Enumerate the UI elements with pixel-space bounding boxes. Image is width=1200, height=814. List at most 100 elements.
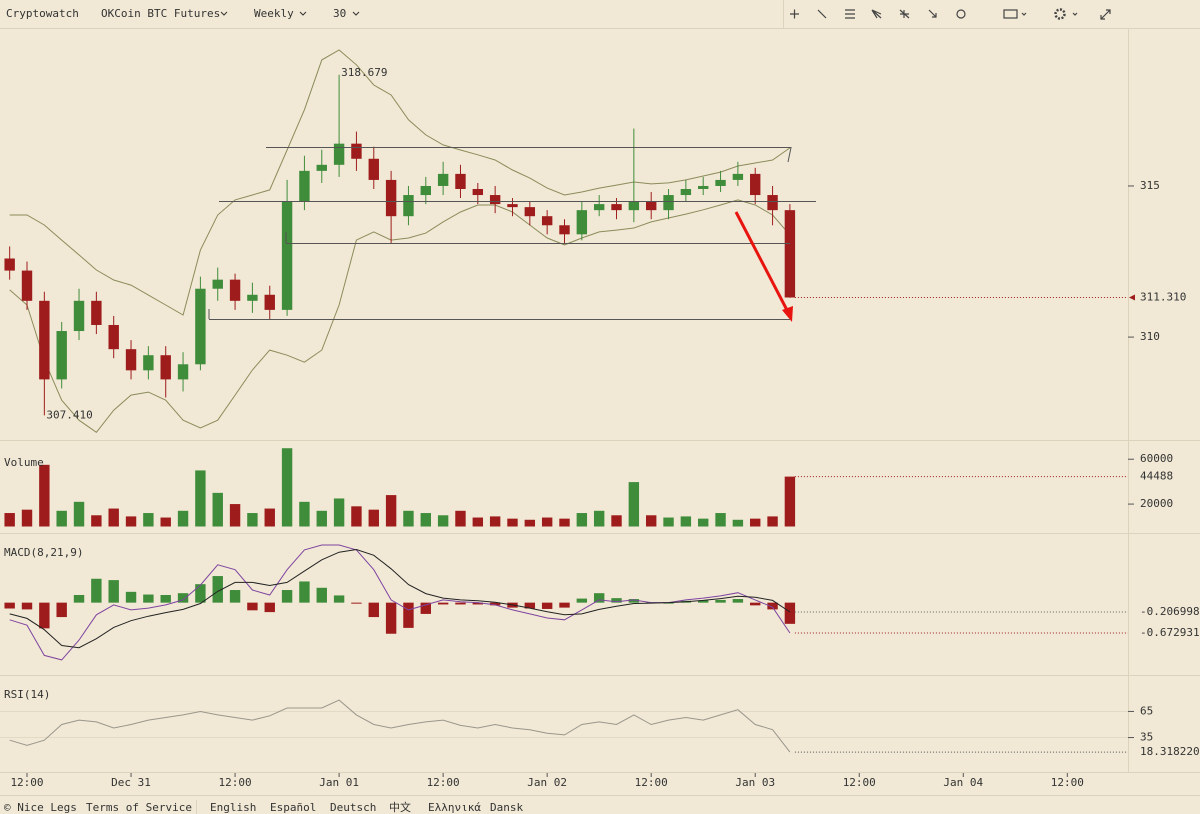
volume-bar bbox=[195, 470, 206, 527]
macd-histogram-bar bbox=[559, 602, 570, 608]
chevron[interactable] bbox=[1072, 12, 1078, 16]
candle-body bbox=[160, 355, 171, 380]
candle-body bbox=[264, 294, 275, 310]
pane-title: RSI(14) bbox=[4, 688, 50, 701]
candle-body bbox=[73, 300, 85, 332]
candle-body bbox=[784, 210, 796, 298]
volume-bar bbox=[750, 518, 761, 527]
circle-tool[interactable] bbox=[956, 9, 966, 19]
volume-bar bbox=[698, 518, 709, 527]
volume-bar bbox=[351, 506, 362, 527]
macd-histogram-bar bbox=[108, 580, 119, 603]
volume-bar bbox=[784, 476, 796, 527]
chevron[interactable] bbox=[220, 11, 228, 16]
x-tick-label: 12:00 bbox=[10, 776, 43, 789]
price-pane: 318.679 307.410 bbox=[4, 49, 796, 433]
macd-histogram-bar bbox=[264, 602, 275, 613]
interval-select[interactable]: 30 bbox=[333, 7, 346, 20]
volume-bar bbox=[160, 517, 171, 527]
candle-body bbox=[195, 288, 206, 365]
fib-tool[interactable] bbox=[899, 9, 910, 19]
macd-histogram-bar bbox=[247, 602, 258, 611]
volume-bar bbox=[472, 517, 484, 527]
macd-histogram-bar bbox=[177, 593, 189, 603]
footer-link[interactable]: 中文 bbox=[389, 800, 411, 814]
macd-histogram-bar bbox=[316, 587, 327, 603]
volume-bar bbox=[489, 516, 501, 527]
candle-body bbox=[437, 173, 449, 186]
footer-link[interactable]: Terms of Service bbox=[86, 801, 192, 814]
volume-bar bbox=[125, 516, 137, 527]
candle-body bbox=[39, 300, 50, 380]
macd-histogram-bar bbox=[750, 602, 761, 606]
candle-body bbox=[680, 188, 692, 196]
macd-histogram-bar bbox=[611, 598, 622, 603]
macd-histogram-bar bbox=[524, 602, 536, 609]
volume-bar bbox=[333, 498, 345, 527]
fullscreen-icon[interactable] bbox=[1100, 9, 1111, 20]
brand[interactable]: Cryptowatch bbox=[6, 7, 79, 20]
settings-icon[interactable] bbox=[1054, 8, 1066, 20]
chevron[interactable] bbox=[299, 11, 307, 16]
x-tick-label: Jan 02 bbox=[527, 776, 567, 789]
volume-bar bbox=[56, 510, 67, 527]
chevron[interactable] bbox=[1021, 12, 1027, 16]
macd-histogram-bar bbox=[489, 602, 501, 606]
macd-histogram-bar bbox=[368, 602, 379, 618]
trendline bbox=[266, 147, 792, 163]
footer-link[interactable]: © Nice Legs bbox=[4, 801, 77, 814]
macd-histogram-bar bbox=[333, 595, 345, 603]
rsi-pane bbox=[0, 699, 1128, 753]
candle-body bbox=[715, 179, 726, 186]
keyboard-icon[interactable] bbox=[1003, 9, 1018, 19]
x-tick-label: Jan 03 bbox=[735, 776, 775, 789]
candle-body bbox=[212, 279, 223, 289]
candle-body bbox=[750, 173, 761, 196]
footer-link[interactable]: English bbox=[210, 801, 256, 814]
arrow-tool[interactable] bbox=[928, 9, 937, 18]
crosshair-tool[interactable] bbox=[790, 9, 799, 19]
volume-bar bbox=[611, 515, 622, 527]
period-select[interactable]: Weekly bbox=[254, 7, 294, 20]
candle-body bbox=[4, 258, 15, 271]
macd-histogram-bar bbox=[91, 578, 102, 603]
volume-bar bbox=[541, 517, 553, 527]
footer-link[interactable]: Español bbox=[270, 801, 316, 814]
candle-body bbox=[541, 216, 553, 226]
line-tool[interactable] bbox=[817, 9, 827, 19]
volume-bar bbox=[559, 518, 570, 527]
macd-histogram-bar bbox=[4, 602, 15, 609]
volume-bar bbox=[264, 508, 275, 527]
macd-histogram-bar bbox=[784, 602, 796, 624]
market-select[interactable]: OKCoin BTC Futures bbox=[101, 7, 220, 20]
hline-tool[interactable] bbox=[845, 9, 855, 19]
axes: 310 315 311.310 20000 60000 44488 -0.672931 -0.… bbox=[10, 179, 1199, 789]
toolbar: Cryptowatch OKCoin BTC Futures Weekly 30 bbox=[0, 0, 1200, 29]
macd-histogram-bar bbox=[73, 594, 85, 603]
candle-body bbox=[767, 195, 778, 211]
footer-link[interactable]: Ελληνικά bbox=[428, 801, 481, 814]
volume-bar bbox=[455, 510, 466, 527]
candle-body bbox=[645, 201, 657, 211]
volume-bar bbox=[143, 513, 154, 527]
candle-body bbox=[472, 188, 484, 196]
chevron[interactable] bbox=[352, 11, 360, 16]
footer-link[interactable]: Deutsch bbox=[330, 801, 376, 814]
volume-bar bbox=[212, 492, 223, 527]
macd-histogram-bar bbox=[351, 602, 362, 604]
y-tick-label: 35 bbox=[1140, 731, 1153, 744]
high-label: 318.679 bbox=[341, 66, 387, 79]
y-tick-label: 315 bbox=[1140, 179, 1160, 192]
macd-histogram-bar bbox=[732, 599, 744, 603]
x-tick-label: 12:00 bbox=[427, 776, 460, 789]
candle-body bbox=[420, 185, 431, 196]
footer-link[interactable]: Dansk bbox=[490, 801, 523, 814]
macd-histogram-bar bbox=[125, 591, 137, 603]
volume-bar bbox=[21, 509, 33, 527]
volume-bar bbox=[281, 448, 293, 527]
fan-tool[interactable] bbox=[871, 9, 882, 19]
x-tick-label: Jan 04 bbox=[943, 776, 983, 789]
x-tick-label: Dec 31 bbox=[111, 776, 151, 789]
volume-bar bbox=[593, 510, 605, 527]
